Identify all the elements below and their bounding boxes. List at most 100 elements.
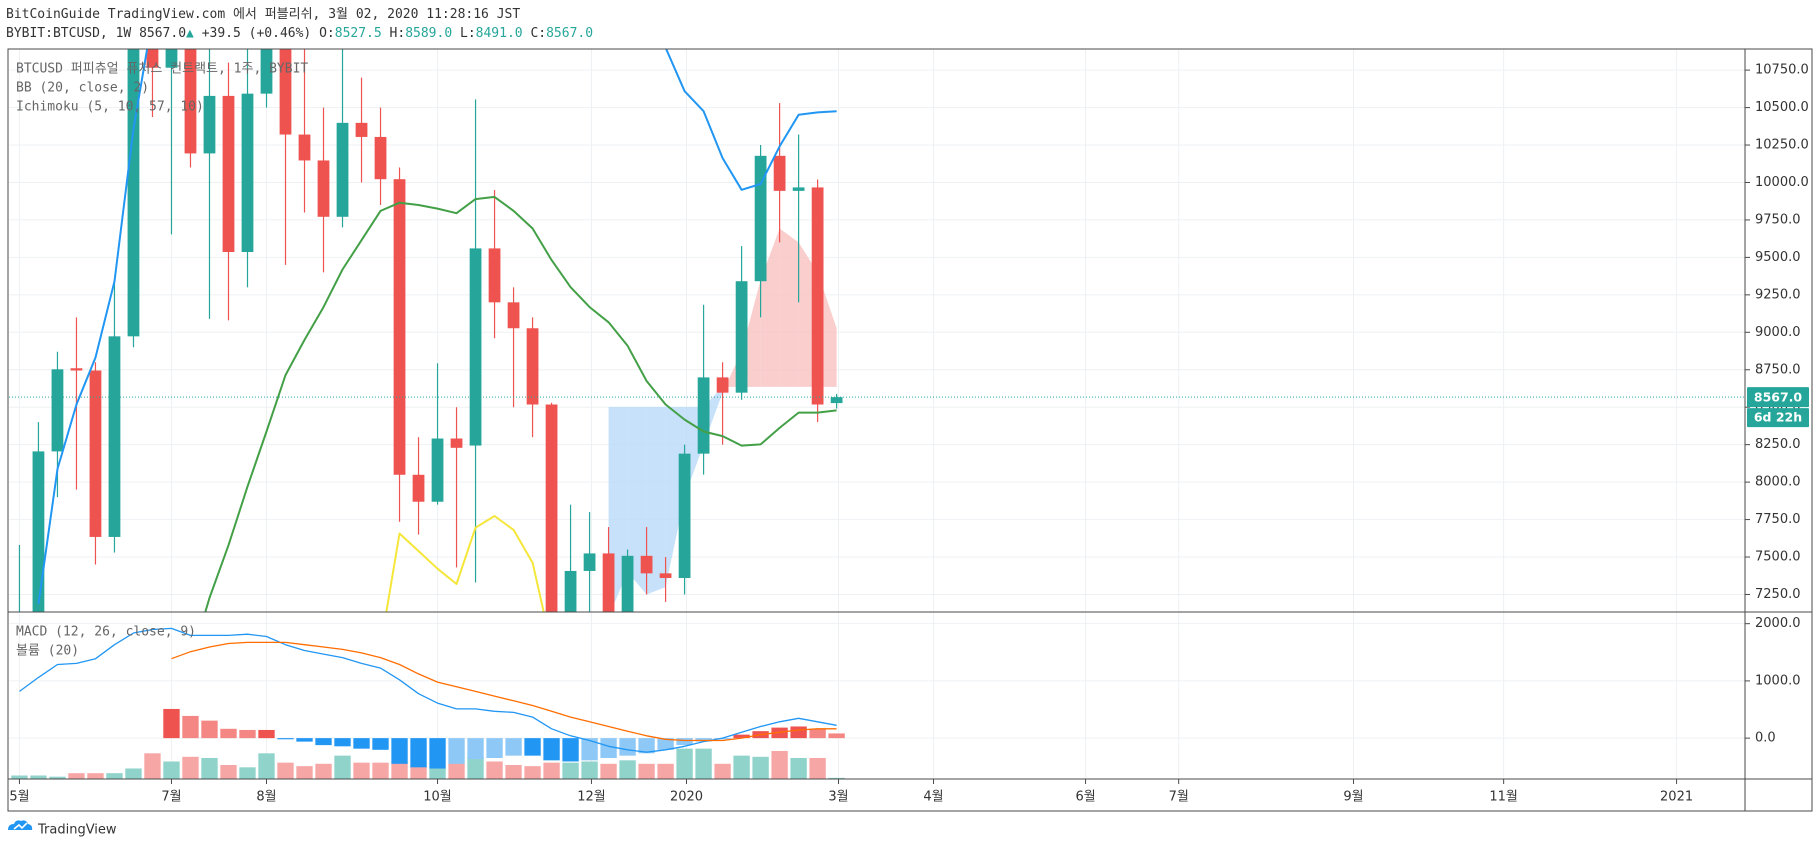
candle-body <box>773 155 786 191</box>
countdown-box <box>1747 408 1809 428</box>
candle-body <box>659 573 672 578</box>
candle-body <box>32 451 45 612</box>
histogram-bar <box>809 728 826 739</box>
candle-body <box>241 93 254 252</box>
y-tick-label: 7750.0 <box>1755 512 1801 527</box>
change: +39.5 (+0.46%) <box>201 26 312 41</box>
x-tick-label: 5월 <box>9 790 29 805</box>
volume-bar <box>524 766 541 779</box>
candle-body <box>298 134 311 161</box>
x-tick-label: 4월 <box>923 790 943 805</box>
ohlc-c-key: C: <box>530 26 547 41</box>
candle-body <box>184 49 197 154</box>
histogram-bar <box>277 738 294 740</box>
axes: 7250.07500.07750.08000.08250.08500.08750… <box>9 63 1808 805</box>
cloud-segment <box>627 406 647 595</box>
candle-body <box>203 95 216 154</box>
histogram-bar <box>410 738 427 768</box>
volume-bar <box>790 757 807 779</box>
y-tick-label: 2000.0 <box>1755 616 1801 631</box>
histogram-bar <box>220 728 237 739</box>
candle-body <box>51 369 64 452</box>
candle-body <box>317 160 330 217</box>
candle-body <box>70 368 83 371</box>
histogram-bar <box>733 734 750 739</box>
candle-body <box>716 377 729 393</box>
candle-body <box>469 248 482 446</box>
volume-bar <box>106 773 123 779</box>
candle-body <box>450 438 463 448</box>
volume-bar <box>30 775 47 779</box>
histogram-bar <box>581 738 598 761</box>
histogram-bar <box>258 729 275 739</box>
candle-body <box>108 336 121 537</box>
candle-body <box>621 555 634 612</box>
volume-bar <box>68 773 85 779</box>
y-tick-label: 7250.0 <box>1755 587 1801 602</box>
histogram-bar <box>353 738 370 749</box>
candle-body <box>355 122 368 137</box>
candle-body <box>564 570 577 612</box>
pane-legend: BB (20, close, 2) <box>16 81 149 96</box>
histogram-bar <box>562 738 579 762</box>
x-tick-label: 3월 <box>828 790 848 805</box>
volume-bar <box>771 750 788 779</box>
candle-body <box>393 179 406 475</box>
volume-bar <box>239 767 256 779</box>
histogram-bar <box>391 738 408 764</box>
histogram-bar <box>315 738 332 746</box>
volume-bar <box>11 775 28 779</box>
histogram-bar <box>201 720 218 739</box>
candle-body <box>146 49 159 68</box>
symbol: BYBIT:BTCUSD, 1W <box>6 26 132 41</box>
histogram-bar <box>448 738 465 764</box>
candle-body <box>412 474 425 502</box>
symbol-line: BYBIT:BTCUSD, 1W 8567.0▲ +39.5 (+0.46%) … <box>6 24 593 43</box>
macd-line <box>19 627 837 753</box>
last-price-label: 8567.0 <box>1754 390 1803 405</box>
y-tick-label: 10250.0 <box>1755 138 1809 153</box>
candle-body <box>279 49 292 135</box>
volume-bar <box>372 762 389 779</box>
logo-line <box>13 822 28 830</box>
histogram-bar <box>543 738 560 761</box>
histogram-bar <box>182 715 199 739</box>
volume-bar <box>638 763 655 779</box>
y-tick-label: 9500.0 <box>1755 250 1801 265</box>
y-tick-label: 8250.0 <box>1755 437 1801 452</box>
volume-bar <box>733 755 750 779</box>
histogram-bar <box>163 708 180 739</box>
candle-body <box>792 187 805 191</box>
volume-bar <box>296 766 313 779</box>
ohlc-c: 8567.0 <box>546 26 594 41</box>
brand: TradingView <box>37 823 117 838</box>
countdown-label: 6d 22h <box>1754 410 1802 425</box>
indicator-line <box>37 49 837 605</box>
price-pane <box>9 49 1745 612</box>
candle-body <box>602 553 615 612</box>
volume-bar <box>163 761 180 779</box>
histogram-bar <box>467 738 484 760</box>
y-tick-label: 10500.0 <box>1755 100 1809 115</box>
candle-body <box>488 248 501 303</box>
macd-pane <box>11 627 845 779</box>
pane-legend: 볼륨 (20) <box>16 644 79 659</box>
candle-body <box>830 397 843 404</box>
volume-bar <box>448 762 465 779</box>
volume-bar <box>467 756 484 779</box>
volume-bar <box>258 753 275 779</box>
y-tick-label: 0.0 <box>1755 731 1776 746</box>
histogram-bar <box>828 733 845 739</box>
pane-legend: BTCUSD 퍼피츄얼 퓨처스 컨트랙트, 1주, BYBIT <box>16 62 308 77</box>
x-tick-label: 7월 <box>161 790 181 805</box>
candle-body <box>507 302 520 329</box>
candle-body <box>735 281 748 393</box>
volume-bar <box>619 760 636 779</box>
indicator-line <box>385 515 545 612</box>
x-tick-label: 11월 <box>1489 790 1518 805</box>
header: BitCoinGuide TradingView.com 에서 퍼블리쉬, 3월… <box>6 5 593 43</box>
y-tick-label: 8000.0 <box>1755 475 1801 490</box>
volume-bar <box>410 764 427 779</box>
volume-bar <box>182 756 199 779</box>
